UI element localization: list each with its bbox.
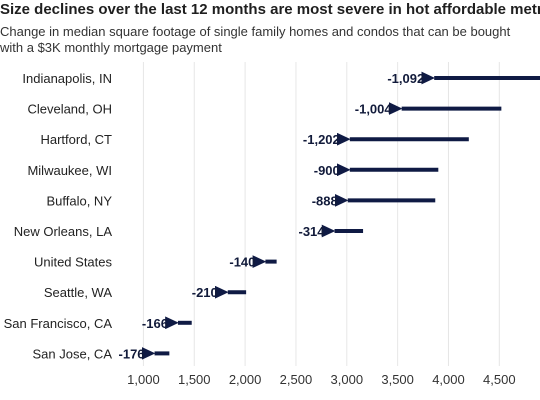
change-label: -210 <box>192 285 218 300</box>
change-label: -1,004 <box>355 102 393 117</box>
change-label: -166 <box>142 316 168 331</box>
change-label: -314 <box>299 224 326 239</box>
x-axis-ticks: 1,000 1,500 2,000 2,500 3,000 3,500 4,000 4,500 <box>127 372 515 387</box>
change-label: -1,092 <box>387 71 424 86</box>
chart-subtitle-line1: Change in median square footage of singl… <box>0 24 511 39</box>
x-tick-label: 1,500 <box>178 372 211 387</box>
change-label: -888 <box>312 193 338 208</box>
arrow-series: -1,092 -1,004 -1,202 -900 -888 -314 -140 -210 -1… <box>119 71 540 361</box>
x-tick-label: 2,500 <box>280 372 313 387</box>
x-tick-label: 3,000 <box>331 372 364 387</box>
category-label: Cleveland, OH <box>27 102 112 117</box>
x-tick-label: 1,000 <box>127 372 160 387</box>
category-label: Milwaukee, WI <box>27 163 112 178</box>
category-label: Indianapolis, IN <box>22 71 112 86</box>
category-label: San Francisco, CA <box>4 316 113 331</box>
x-tick-label: 4,000 <box>432 372 465 387</box>
chart-title: Size declines over the last 12 months ar… <box>0 1 540 18</box>
x-tick-label: 2,000 <box>229 372 262 387</box>
category-label: San Jose, CA <box>33 346 113 361</box>
x-tick-label: 4,500 <box>483 372 516 387</box>
change-label: -900 <box>314 163 340 178</box>
category-label: Buffalo, NY <box>46 193 112 208</box>
category-label: Seattle, WA <box>44 285 112 300</box>
chart-subtitle-line2: with a $3K monthly mortgage payment <box>0 40 222 55</box>
category-label: New Orleans, LA <box>14 224 113 239</box>
category-label: Hartford, CT <box>40 132 112 147</box>
change-label: -176 <box>119 346 145 361</box>
change-label: -140 <box>229 255 255 270</box>
change-label: -1,202 <box>303 132 340 147</box>
category-labels: Indianapolis, IN Cleveland, OH Hartford, C… <box>4 71 113 361</box>
x-tick-label: 3,500 <box>381 372 414 387</box>
category-label: United States <box>34 255 113 270</box>
